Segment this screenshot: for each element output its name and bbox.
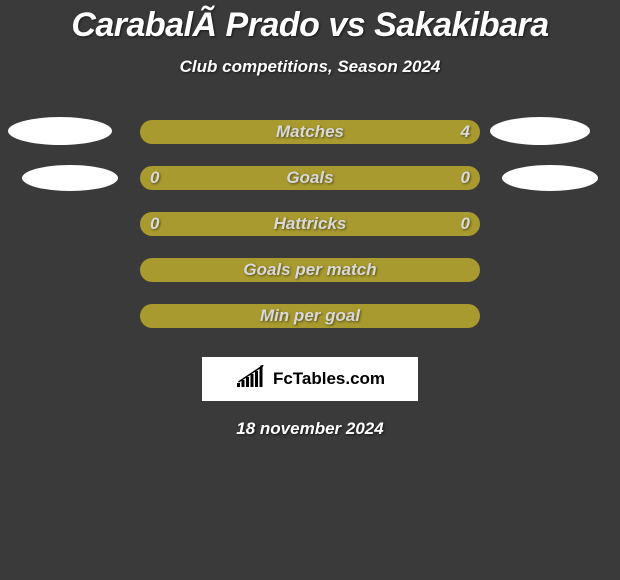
stat-bar: Matches4	[140, 120, 480, 144]
stat-value-left: 0	[150, 214, 159, 234]
stat-value-left: 0	[150, 168, 159, 188]
indicator-ellipse-right	[502, 165, 598, 191]
stat-label: Hattricks	[140, 214, 480, 234]
stat-row: Matches4	[0, 117, 620, 163]
indicator-ellipse-left	[22, 165, 118, 191]
stat-label: Goals per match	[140, 260, 480, 280]
stat-label: Min per goal	[140, 306, 480, 326]
stat-row: Hattricks0 0	[0, 209, 620, 255]
stat-bar: Hattricks0 0	[140, 212, 480, 236]
logo-text: FcTables.com	[273, 369, 385, 389]
stats-rows-container: Matches4Goals00Hattricks00Goals per matc…	[0, 117, 620, 347]
page-subtitle: Club competitions, Season 2024	[0, 57, 620, 77]
indicator-ellipse-right	[490, 117, 590, 145]
indicator-ellipse-left	[8, 117, 112, 145]
page-title: CarabalÃ Prado vs Sakakibara	[0, 0, 620, 45]
stat-row: Min per goal	[0, 301, 620, 347]
stat-bar: Goals0 0	[140, 166, 480, 190]
stat-value-right: 4	[461, 122, 470, 142]
date-text: 18 november 2024	[0, 419, 620, 439]
stat-label: Matches	[140, 122, 480, 142]
stat-label: Goals	[140, 168, 480, 188]
stat-value-right: 0	[461, 168, 470, 188]
stat-bar: Goals per match	[140, 258, 480, 282]
stat-value-right: 0	[461, 214, 470, 234]
stat-row: Goals per match	[0, 255, 620, 301]
stat-bar: Min per goal	[140, 304, 480, 328]
fctables-chart-icon	[235, 365, 267, 394]
logo-box: FcTables.com	[202, 357, 418, 401]
stat-row: Goals0 0	[0, 163, 620, 209]
